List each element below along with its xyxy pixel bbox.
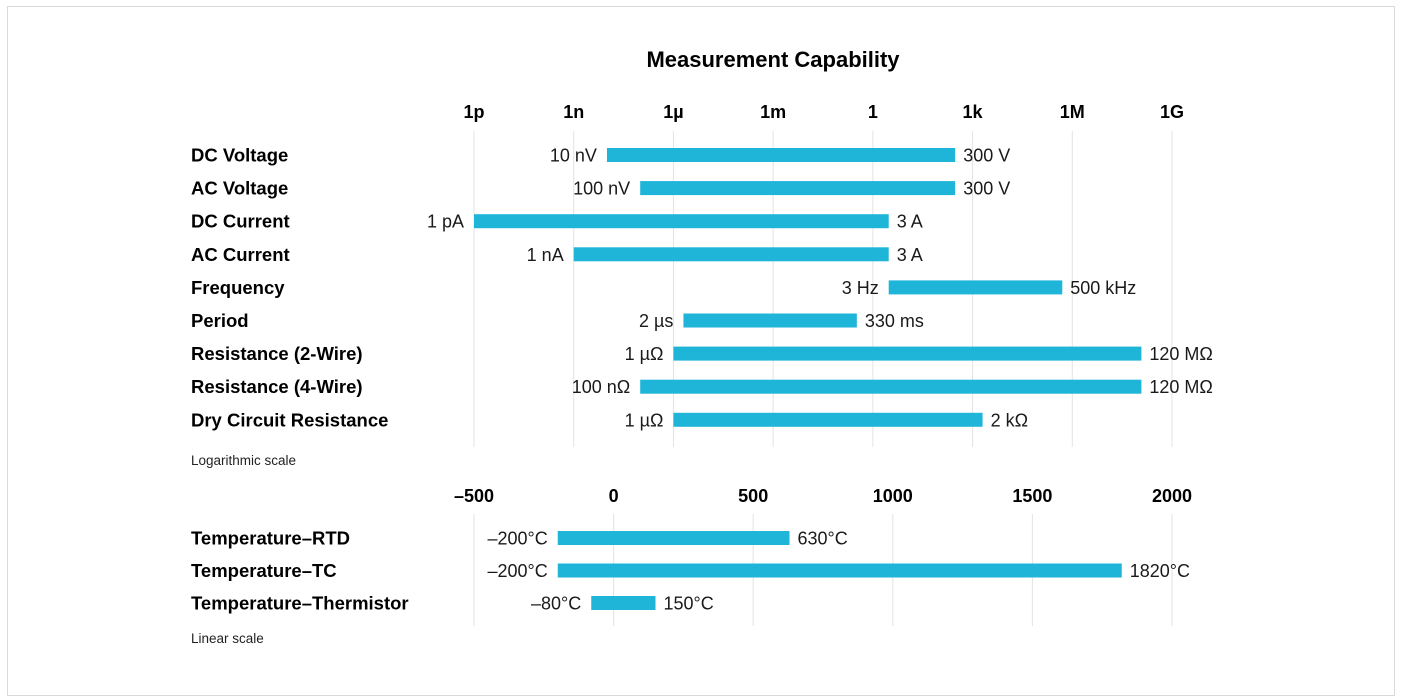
max-label-logarithmic-6: 120 MΩ bbox=[1149, 344, 1212, 364]
min-label-logarithmic-8: 1 µΩ bbox=[625, 410, 664, 430]
tick-label-linear-2: 500 bbox=[738, 486, 768, 506]
range-bar-logarithmic-1 bbox=[640, 181, 956, 196]
max-label-linear-0: 630°C bbox=[797, 529, 847, 549]
min-label-linear-0: –200°C bbox=[488, 529, 548, 549]
max-label-linear-1: 1820°C bbox=[1130, 561, 1190, 581]
min-label-linear-2: –80°C bbox=[531, 594, 581, 614]
min-label-logarithmic-2: 1 pA bbox=[427, 212, 464, 232]
range-bar-logarithmic-0 bbox=[606, 148, 956, 162]
row-label-logarithmic-1: AC Voltage bbox=[191, 178, 288, 199]
max-label-logarithmic-3: 3 A bbox=[897, 245, 923, 265]
min-label-linear-1: –200°C bbox=[488, 561, 548, 581]
row-label-logarithmic-5: Period bbox=[191, 310, 249, 331]
tick-label-logarithmic-6: 1M bbox=[1060, 102, 1085, 122]
max-label-linear-2: 150°C bbox=[663, 594, 713, 614]
range-bar-logarithmic-3 bbox=[573, 247, 889, 262]
range-bar-logarithmic-6 bbox=[673, 346, 1142, 361]
row-label-logarithmic-3: AC Current bbox=[191, 244, 290, 265]
range-bar-logarithmic-2 bbox=[474, 214, 889, 229]
row-label-logarithmic-4: Frequency bbox=[191, 277, 285, 298]
max-label-logarithmic-8: 2 kΩ bbox=[991, 410, 1028, 430]
range-bar-logarithmic-4 bbox=[888, 280, 1063, 295]
max-label-logarithmic-4: 500 kHz bbox=[1070, 278, 1136, 298]
tick-label-linear-3: 1000 bbox=[873, 486, 913, 506]
range-bar-logarithmic-7 bbox=[640, 379, 1142, 394]
tick-label-linear-1: 0 bbox=[609, 486, 619, 506]
range-bar-logarithmic-5 bbox=[683, 313, 857, 328]
range-bar-linear-2 bbox=[591, 596, 656, 610]
min-label-logarithmic-5: 2 µs bbox=[639, 311, 673, 331]
min-label-logarithmic-6: 1 µΩ bbox=[625, 344, 664, 364]
min-label-logarithmic-0: 10 nV bbox=[550, 146, 597, 166]
tick-label-logarithmic-3: 1m bbox=[760, 102, 786, 122]
tick-label-logarithmic-7: 1G bbox=[1160, 102, 1184, 122]
measurement-capability-chart: Measurement Capability 1p 1n 1µ 1m 1 1k 1M 1G –5… bbox=[191, 47, 1213, 646]
row-label-logarithmic-0: DC Voltage bbox=[191, 145, 288, 166]
tick-label-linear-5: 2000 bbox=[1152, 486, 1192, 506]
min-label-logarithmic-7: 100 nΩ bbox=[572, 377, 631, 397]
range-bar-linear-0 bbox=[557, 531, 790, 545]
range-bar-logarithmic-8 bbox=[673, 412, 983, 427]
row-label-logarithmic-8: Dry Circuit Resistance bbox=[191, 409, 388, 430]
max-label-logarithmic-7: 120 MΩ bbox=[1149, 377, 1212, 397]
scale-note-logarithmic: Logarithmic scale bbox=[191, 453, 296, 468]
row-label-logarithmic-2: DC Current bbox=[191, 211, 290, 232]
row-label-logarithmic-7: Resistance (4-Wire) bbox=[191, 376, 363, 397]
chart-title: Measurement Capability bbox=[646, 47, 900, 72]
max-label-logarithmic-5: 330 ms bbox=[865, 311, 924, 331]
max-label-logarithmic-0: 300 V bbox=[963, 146, 1010, 166]
row-label-logarithmic-6: Resistance (2-Wire) bbox=[191, 343, 363, 364]
scale-note-linear: Linear scale bbox=[191, 631, 264, 646]
min-label-logarithmic-4: 3 Hz bbox=[842, 278, 879, 298]
tick-label-logarithmic-4: 1 bbox=[868, 102, 878, 122]
max-label-logarithmic-1: 300 V bbox=[963, 179, 1010, 199]
tick-label-linear-4: 1500 bbox=[1012, 486, 1052, 506]
tick-label-linear-0: –500 bbox=[454, 486, 494, 506]
row-label-linear-0: Temperature–RTD bbox=[191, 528, 350, 549]
min-label-logarithmic-1: 100 nV bbox=[573, 179, 630, 199]
range-bar-linear-1 bbox=[557, 563, 1122, 578]
max-label-logarithmic-2: 3 A bbox=[897, 212, 923, 232]
tick-label-logarithmic-5: 1k bbox=[963, 102, 984, 122]
row-label-linear-2: Temperature–Thermistor bbox=[191, 593, 409, 614]
tick-label-logarithmic-0: 1p bbox=[463, 102, 484, 122]
tick-label-logarithmic-1: 1n bbox=[563, 102, 584, 122]
min-label-logarithmic-3: 1 nA bbox=[527, 245, 564, 265]
tick-label-logarithmic-2: 1µ bbox=[663, 102, 683, 122]
row-label-linear-1: Temperature–TC bbox=[191, 560, 337, 581]
